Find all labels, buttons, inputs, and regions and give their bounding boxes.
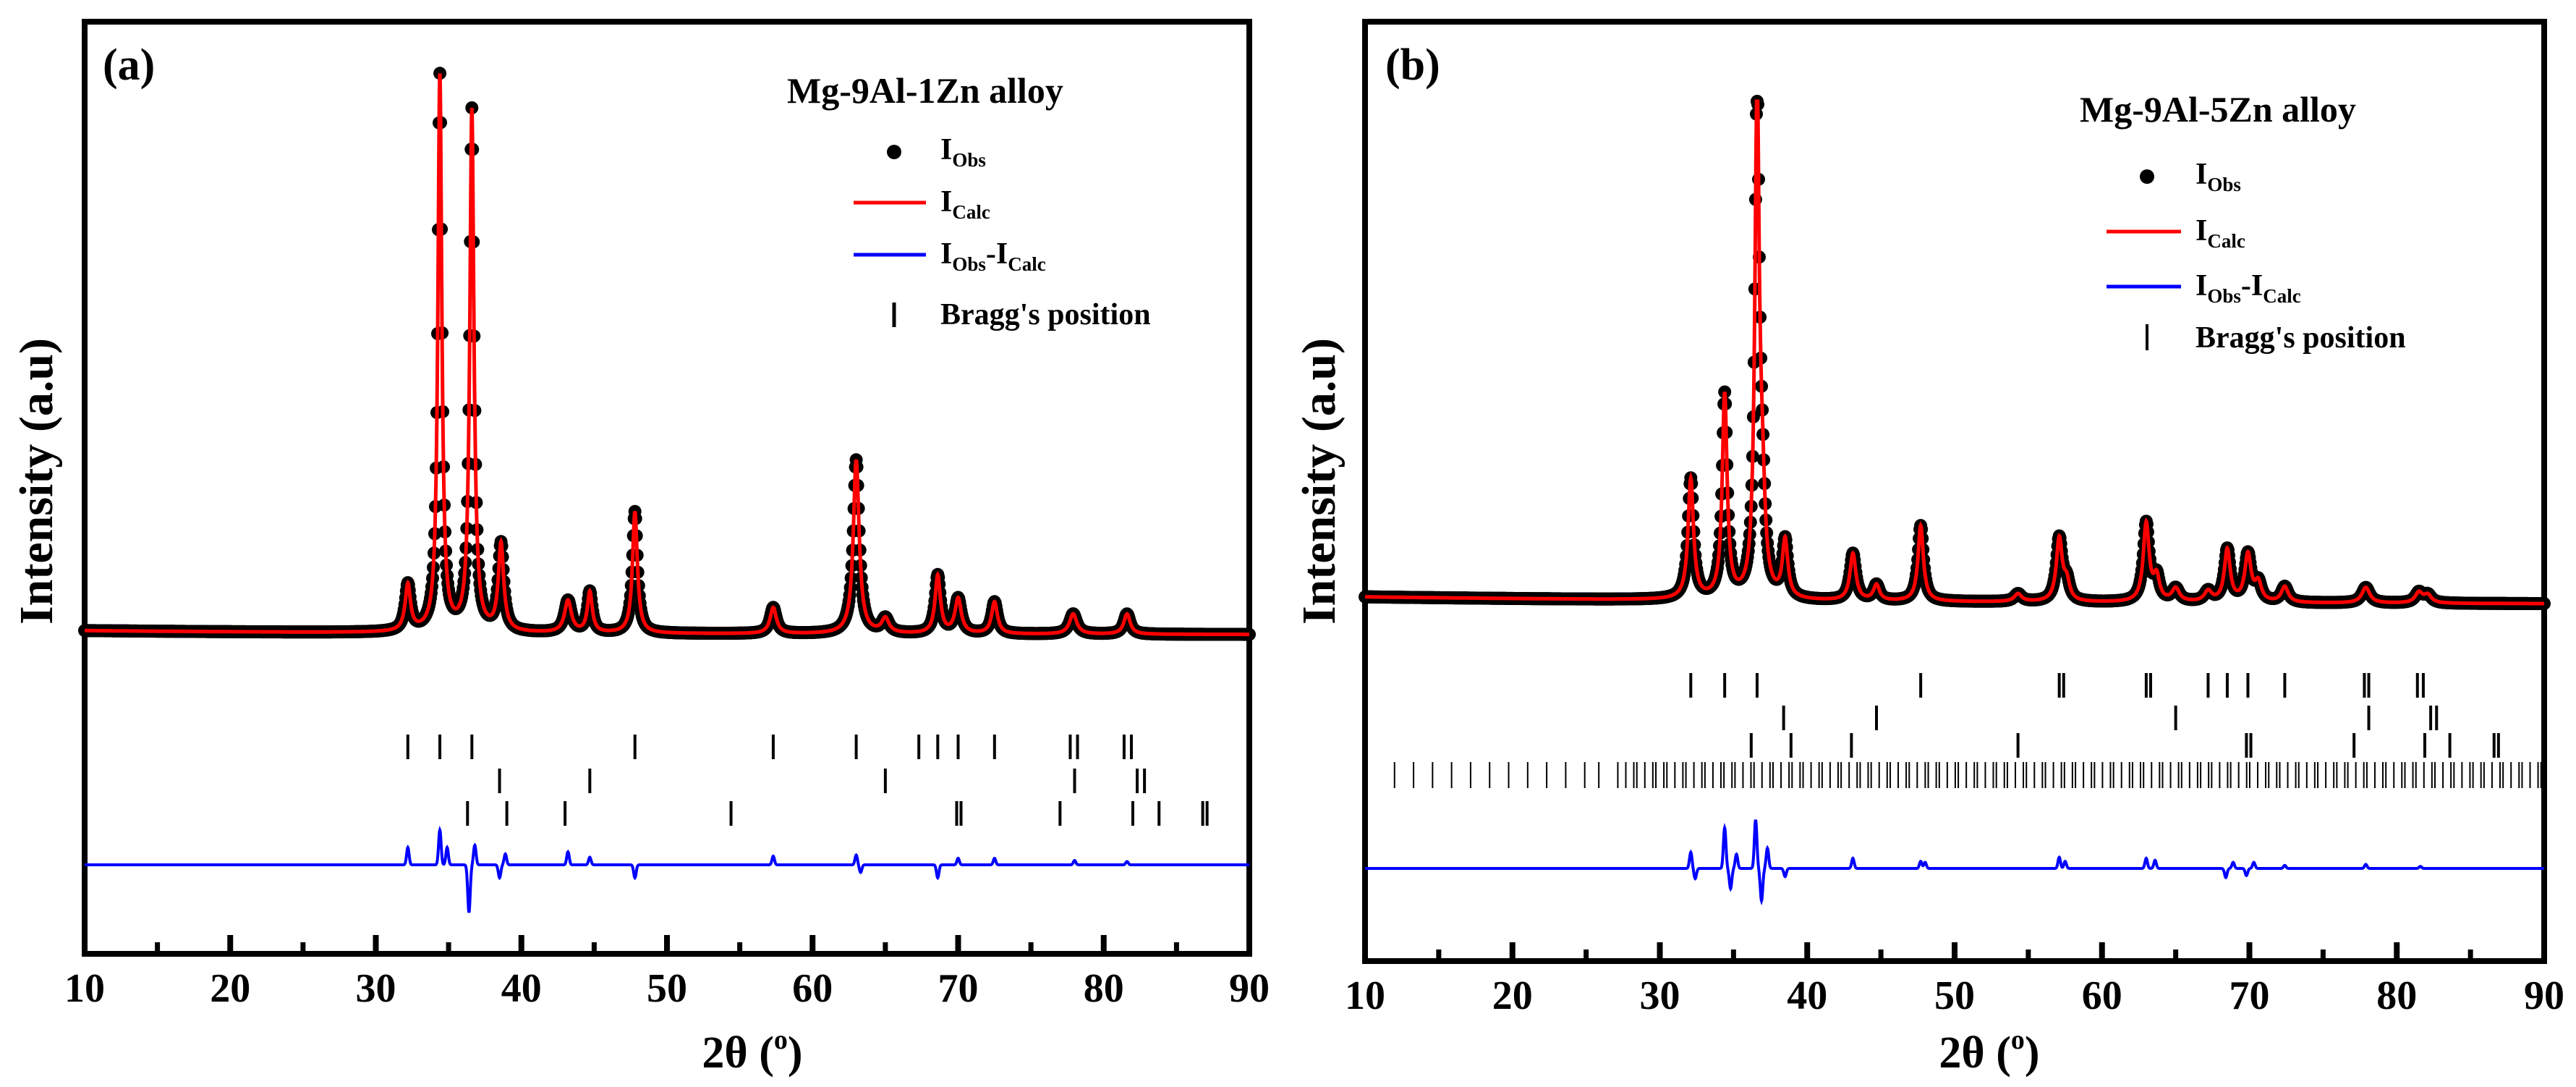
legend-text-2: -I [2241, 269, 2263, 303]
x-tick-label: 80 [2376, 973, 2417, 1018]
legend-text: Bragg's position [940, 298, 1151, 331]
legend-sub: Calc [2207, 230, 2245, 252]
legend-text: Bragg's position [2195, 321, 2406, 355]
legend-dot-icon [2140, 169, 2154, 184]
chart-title: Mg-9Al-5Zn alloy [2080, 89, 2356, 130]
bragg-row [498, 769, 1147, 793]
x-tick-label: 80 [1084, 966, 1124, 1011]
x-tick-label: 30 [1640, 973, 1680, 1018]
x-tick-label: 40 [1787, 973, 1827, 1018]
legend-item-obs: IObs [2140, 158, 2241, 195]
legend-item-obs: IObs [887, 133, 986, 171]
x-tick-label: 90 [1229, 966, 1270, 1011]
plot-frame [82, 19, 1252, 957]
x-axis: 10 20 30 40 50 60 70 80 90 [1345, 942, 2564, 1018]
legend-item-diff: IObs-ICalc [854, 237, 1046, 275]
legend-text: I [2195, 269, 2207, 303]
legend-text: I [940, 133, 952, 166]
legend-item-bragg: Bragg's position [892, 298, 1151, 331]
diff-line [85, 825, 1249, 913]
legend-sub-2: Calc [2263, 285, 2301, 307]
bragg-row [406, 735, 1133, 759]
legend-text-2: -I [986, 237, 1008, 271]
legend-sub: Calc [952, 201, 990, 223]
x-tick-label: 40 [501, 966, 542, 1011]
legend-item-bragg: Bragg's position [2146, 321, 2406, 355]
legend-text: I [940, 185, 952, 219]
legend-text: I [940, 237, 952, 271]
x-tick-label: 60 [792, 966, 833, 1011]
observed-points [78, 67, 1256, 641]
diff-line [1365, 819, 2544, 906]
svg-text:ICalc: ICalc [2195, 214, 2245, 252]
calc-line [1365, 99, 2544, 606]
svg-text:ICalc: ICalc [940, 185, 990, 223]
svg-text:IObs: IObs [940, 133, 986, 171]
panel-label: (b) [1385, 41, 1440, 90]
x-tick-label: 70 [2229, 973, 2270, 1018]
curves: 10 20 30 40 50 60 70 80 90 [1345, 95, 2564, 1018]
x-tick-label: 20 [1492, 973, 1533, 1018]
legend-item-diff: IObs-ICalc [2107, 269, 2301, 307]
legend-sub: Obs [952, 253, 986, 275]
bragg-row-dense [1393, 762, 2542, 788]
bragg-row [466, 801, 1209, 826]
legend-sub: Obs [952, 149, 986, 171]
x-tick-label: 30 [356, 966, 396, 1011]
panel-b: (b) Mg-9Al-5Zn alloy IObs ICalc IObs-ICa… [1293, 19, 2564, 1078]
plot-frame [1362, 19, 2547, 964]
panel-label: (a) [103, 41, 155, 90]
y-axis-label: Intensity (a.u) [10, 338, 63, 625]
calc-line [85, 73, 1249, 637]
x-axis-label: 2θ (o) [1939, 1025, 2039, 1078]
bragg-row [1689, 673, 2425, 698]
x-tick-label: 10 [1345, 973, 1385, 1018]
curves: 10 20 30 40 50 60 70 80 90 [64, 67, 1270, 1011]
legend-item-calc: ICalc [2107, 214, 2245, 252]
x-axis: 10 20 30 40 50 60 70 80 90 [64, 935, 1270, 1011]
x-tick-label: 50 [647, 966, 687, 1011]
panel-a: (a) Mg-9Al-1Zn alloy IObs ICalc IObs-ICa… [10, 19, 1270, 1078]
legend-text: I [2195, 214, 2207, 248]
legend: IObs ICalc IObs-ICalc Bragg's position [2107, 158, 2406, 355]
x-tick-label: 20 [210, 966, 250, 1011]
svg-text:IObs: IObs [2195, 158, 2241, 195]
x-tick-label: 10 [64, 966, 105, 1011]
legend: IObs ICalc IObs-ICalc Bragg's position [854, 133, 1151, 331]
legend-dot-icon [887, 145, 901, 159]
svg-text:IObs-ICalc: IObs-ICalc [2195, 269, 2301, 307]
legend-sub-2: Calc [1008, 253, 1046, 275]
y-axis-label: Intensity (a.u) [1293, 338, 1346, 625]
svg-text:IObs-ICalc: IObs-ICalc [940, 237, 1046, 275]
x-axis-label: 2θ (o) [702, 1025, 802, 1078]
bragg-row [1782, 706, 2439, 730]
x-tick-label: 90 [2524, 973, 2564, 1018]
bragg-row [1749, 733, 2500, 758]
x-tick-label: 50 [1934, 973, 1975, 1018]
legend-text: I [2195, 158, 2207, 191]
x-tick-label: 70 [938, 966, 979, 1011]
legend-sub: Obs [2207, 174, 2241, 195]
legend-item-calc: ICalc [854, 185, 990, 223]
legend-sub: Obs [2207, 285, 2241, 307]
x-tick-label: 60 [2082, 973, 2122, 1018]
chart-title: Mg-9Al-1Zn alloy [787, 70, 1063, 111]
